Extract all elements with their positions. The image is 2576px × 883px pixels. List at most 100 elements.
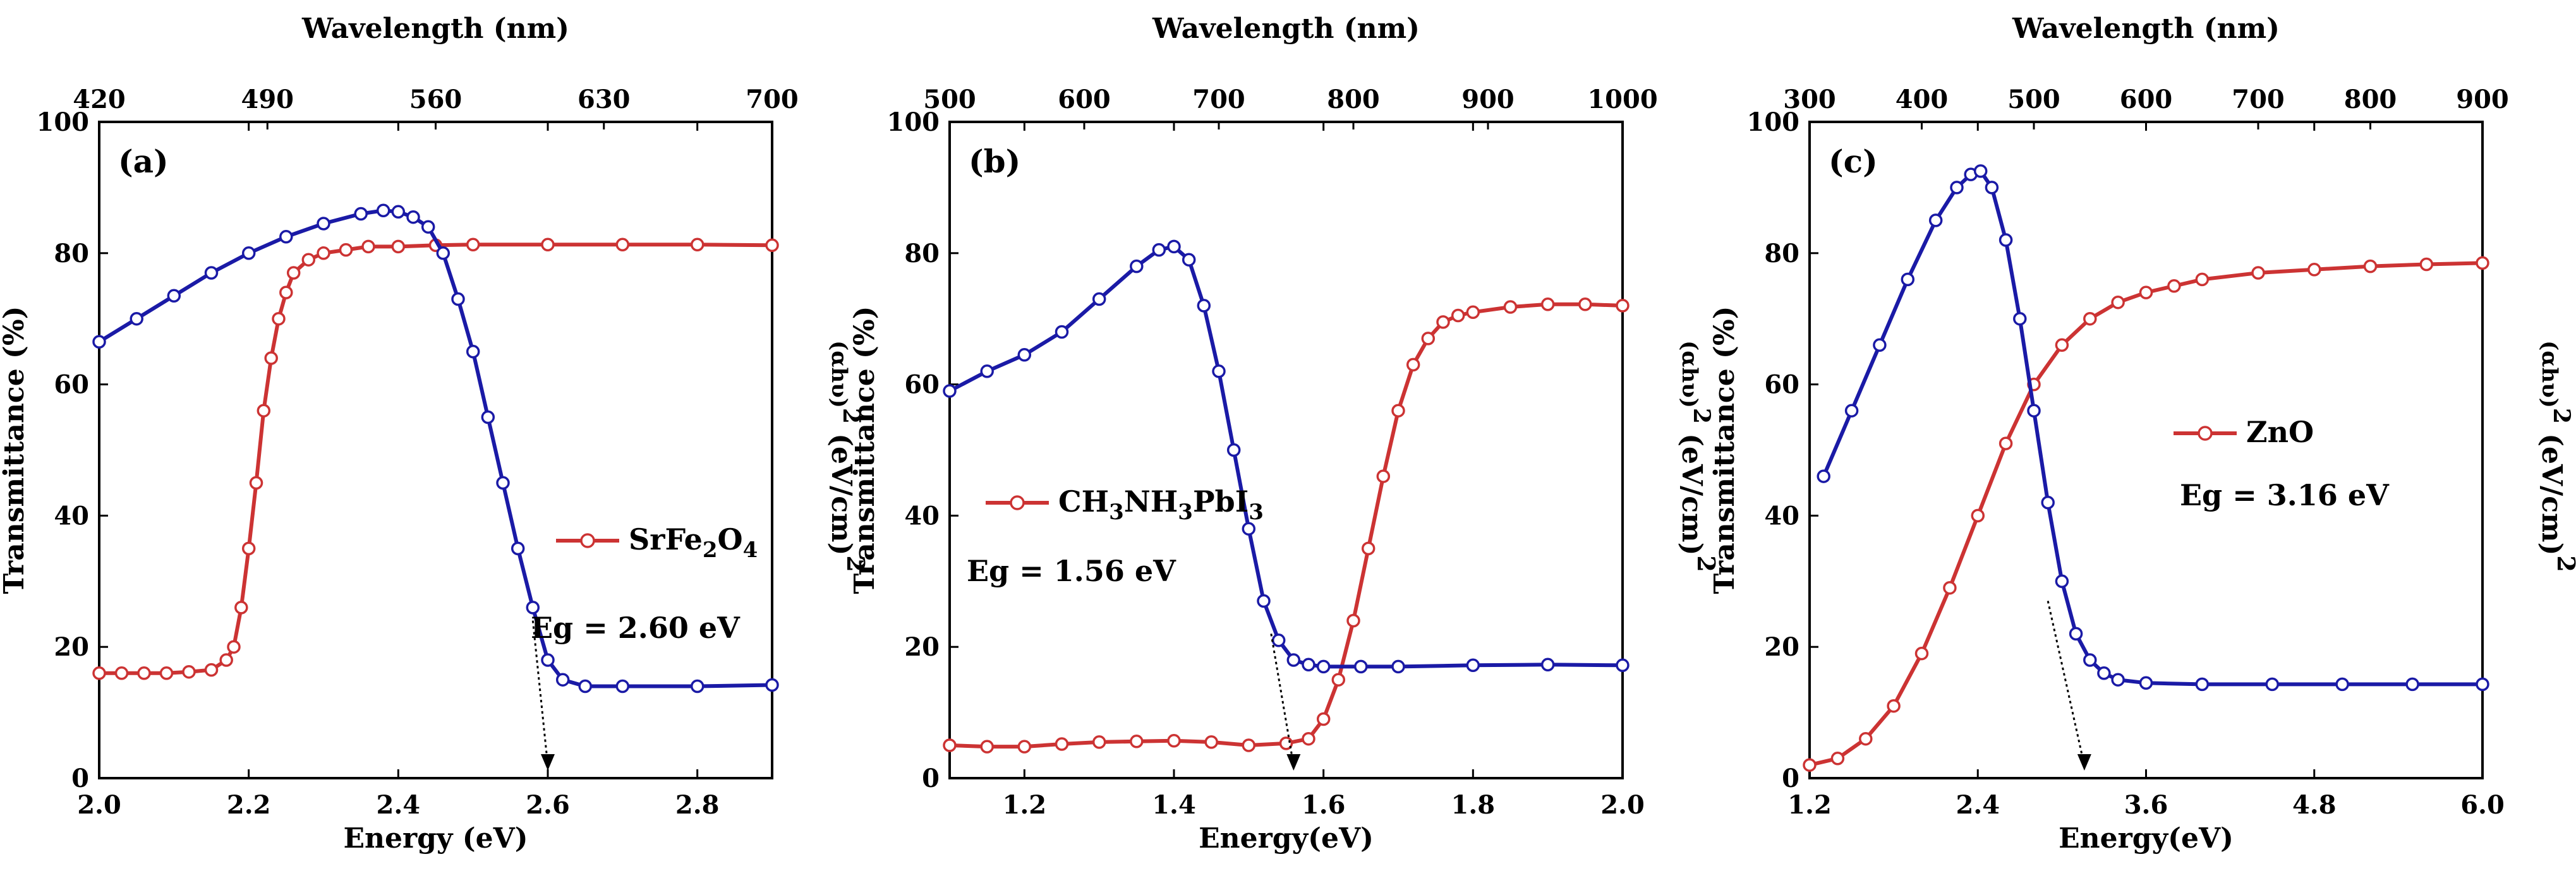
data-point-blue xyxy=(317,217,330,231)
data-point-red xyxy=(2139,285,2153,299)
data-point-blue xyxy=(1242,522,1256,536)
data-point-blue xyxy=(980,364,994,378)
y2-axis-title-base: (αhυ) xyxy=(826,340,852,408)
data-point-red xyxy=(159,666,174,680)
y-tick-label: 100 xyxy=(37,107,90,137)
data-point-red xyxy=(361,239,375,254)
data-point-red xyxy=(980,740,994,754)
legend-label-sub: 2 xyxy=(703,538,718,563)
data-point-blue xyxy=(2195,677,2210,692)
x-axis-title: Energy(eV) xyxy=(2059,822,2234,855)
data-point-blue xyxy=(451,292,465,306)
data-point-red xyxy=(1092,735,1106,749)
x-tick-label: 1.6 xyxy=(1302,790,1346,820)
legend-label-sub: 3 xyxy=(1249,500,1264,525)
data-point-red xyxy=(2476,256,2489,270)
data-point-red xyxy=(241,541,256,556)
data-point-red xyxy=(249,476,263,490)
top-axis-title: Wavelength (nm) xyxy=(2012,13,2280,45)
y2-axis-title-base: (αhυ) xyxy=(2537,340,2562,408)
data-point-red xyxy=(2307,263,2321,277)
top-tick-label: 900 xyxy=(2456,85,2509,114)
y-tick-label: 80 xyxy=(904,239,940,268)
legend-label-text: O xyxy=(718,522,743,556)
y-tick-label: 20 xyxy=(904,632,940,662)
series-line-red xyxy=(99,243,773,675)
legend-label-text: CH xyxy=(1058,484,1109,519)
x-tick-label: 4.8 xyxy=(2292,790,2337,820)
data-point-blue xyxy=(1354,659,1368,674)
plot-frame xyxy=(948,121,1624,779)
data-point-red xyxy=(1887,699,1901,713)
data-point-blue xyxy=(421,220,435,234)
bandgap-extrapolation-line xyxy=(2047,601,2086,766)
bandgap-annotation: Eg = 1.56 eV xyxy=(967,554,1176,588)
x-tick-label: 1.2 xyxy=(1787,790,1832,820)
data-point-red xyxy=(317,246,330,260)
data-point-red xyxy=(182,664,196,679)
data-point-blue xyxy=(1197,299,1211,313)
legend-label-text: PbI xyxy=(1193,484,1249,519)
data-point-blue xyxy=(466,344,480,359)
y-axis-title: Transmittance (%) xyxy=(849,306,881,594)
data-point-red xyxy=(765,238,779,253)
data-point-blue xyxy=(1928,213,1943,227)
data-point-red xyxy=(1167,734,1181,748)
data-point-blue xyxy=(1286,653,1301,667)
x-tick-label: 2.0 xyxy=(1600,790,1645,820)
data-point-blue xyxy=(511,541,525,556)
bandgap-arrowhead xyxy=(1286,754,1301,771)
data-point-red xyxy=(2167,279,2181,293)
y2-axis-title-unit-sup: 2 xyxy=(2552,555,2576,572)
y2-axis-title: (αhυ)2 (eV/cm)2 xyxy=(1676,340,1720,572)
data-point-red xyxy=(339,243,353,257)
data-point-red xyxy=(1540,297,1555,311)
data-point-blue xyxy=(391,205,406,219)
x-axis-title: Energy(eV) xyxy=(1199,822,1374,855)
y-axis-title: Transmittance (%) xyxy=(1708,306,1741,594)
panel-label: (a) xyxy=(118,143,169,180)
x-tick-label: 2.0 xyxy=(77,790,121,820)
data-point-blue xyxy=(1999,233,2013,247)
top-tick-label: 800 xyxy=(2344,85,2397,114)
legend-marker xyxy=(1010,495,1025,510)
data-point-blue xyxy=(1130,259,1144,273)
y-tick-label: 0 xyxy=(922,764,940,793)
y2-axis-title-sup: 2 xyxy=(838,408,864,424)
data-point-blue xyxy=(130,311,143,326)
y2-axis-title-unit: (eV/cm) xyxy=(2536,424,2568,556)
data-point-red xyxy=(234,601,248,615)
data-point-red xyxy=(1331,673,1346,687)
y2-axis-title-unit: (eV/cm) xyxy=(825,424,857,556)
top-tick-label: 700 xyxy=(746,85,799,114)
top-tick-label: 490 xyxy=(241,85,294,114)
data-point-blue xyxy=(406,210,420,224)
chart-panel-1: 2.0 2.2 2.4 2.6 2.8 420 490 560 630 700 0 20 40 60 80 1… xyxy=(0,13,870,855)
data-point-blue xyxy=(765,678,779,692)
data-point-blue xyxy=(1152,243,1166,257)
data-point-red xyxy=(1914,646,1929,661)
data-point-blue xyxy=(2139,676,2153,690)
y-tick-label: 20 xyxy=(54,632,89,662)
data-point-red xyxy=(391,239,406,254)
data-point-red xyxy=(1302,731,1315,746)
data-point-blue xyxy=(1391,659,1405,674)
data-point-red xyxy=(1971,508,1985,523)
data-point-blue xyxy=(241,246,256,260)
top-axis-title: Wavelength (nm) xyxy=(301,13,569,45)
y2-axis-title-sup: 2 xyxy=(2548,408,2575,424)
data-point-red xyxy=(1130,735,1144,748)
legend-label-sub: 3 xyxy=(1109,500,1124,525)
legend-label-sub: 3 xyxy=(1178,500,1193,525)
data-point-blue xyxy=(1540,658,1555,672)
data-point-blue xyxy=(578,679,592,694)
x-tick-label: 2.4 xyxy=(377,790,421,820)
data-point-red xyxy=(1055,737,1069,751)
y-tick-label: 100 xyxy=(887,107,940,137)
bandgap-annotation: Eg = 2.60 eV xyxy=(531,611,741,645)
series-line-blue xyxy=(948,244,1623,669)
data-point-blue xyxy=(526,601,540,615)
data-point-blue xyxy=(1616,658,1630,673)
data-point-red xyxy=(257,404,271,417)
